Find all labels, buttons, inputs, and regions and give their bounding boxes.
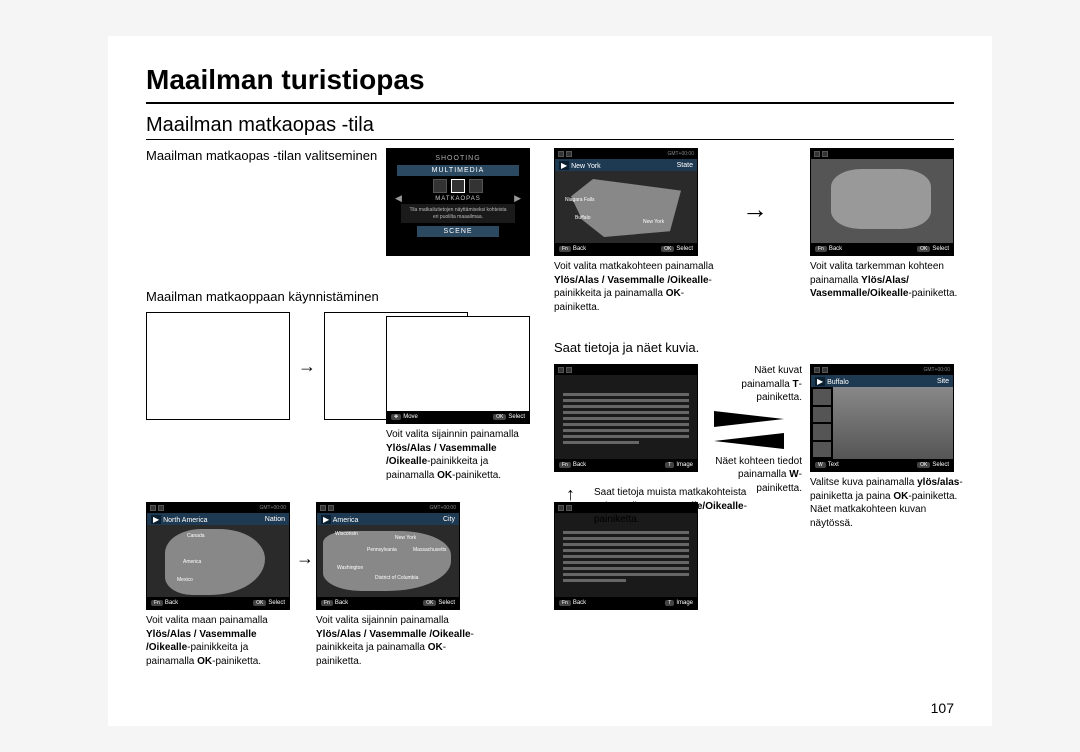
subtitle-rule [146,139,954,140]
arrow-right-icon: → [742,194,768,225]
arrow-right-icon: → [298,356,316,377]
footer-bar: ✥Move OKSelect [387,411,529,423]
text-info-screenshot: FnBackTImage [554,364,698,472]
menu-scene-bar: SCENE [417,226,499,237]
menu-shooting-label: SHOOTING [387,149,529,162]
label-t-key: Näet kuvat painamalla T-painiketta. [714,364,802,405]
caption-other-destinations: Saat tietoja muista matkakohteista paina… [594,486,754,527]
startup-shot-1 [146,312,290,420]
camera-menu-screenshot: SHOOTING MULTIMEDIA ◀ ▶ MATKAOPAS Tila m… [386,148,530,256]
caption-destination: Voit valita matkakohteen painamalla Ylös… [554,260,714,314]
section-info: Saat tietoja ja näet kuvia. [554,340,699,355]
menu-icon-row [387,179,529,193]
startup-shot-3: ✥Move OKSelect [386,316,530,424]
caption-detail: Voit valita tarkemman kohteen painamalla… [810,260,970,301]
arrow-up-icon: ↑ [566,484,575,505]
photo-screenshot: GMT+00:00 ▶ BuffaloSite WTextOKSelect [810,364,954,472]
section-start: Maailman matkaoppaan käynnistäminen [146,289,530,304]
subtitle: Maailman matkaopas -tila [146,114,954,137]
caption-location: Voit valita sijainnin painamalla Ylös/Al… [386,428,534,482]
menu-right-arrow-icon: ▶ [514,193,521,204]
menu-matkaopas-label: MATKAOPAS [387,196,529,202]
north-america-screenshot: GMT+00:00 ▶ North AmericaNation Canada A… [146,502,290,610]
title-rule [146,102,954,104]
page-title: Maailman turistiopas [146,64,954,96]
menu-desc: Tila matkailutietojen näyttämiseksi koht… [401,204,515,223]
arrow-right-icon: → [296,548,314,569]
menu-left-arrow-icon: ◀ [395,193,402,204]
america-screenshot: GMT+00:00 ▶ AmericaCity Wisconsin New Yo… [316,502,460,610]
page-number: 107 [931,700,954,716]
arrow-left-large-icon [714,433,784,449]
caption-country: Voit valita maan painamalla Ylös/Alas / … [146,614,294,668]
arrow-right-large-icon [714,411,784,427]
menu-multimedia-bar: MULTIMEDIA [397,165,519,176]
caption-photo: Valitse kuva painamalla ylös/alas-painik… [810,476,970,530]
newyork-state-screenshot: GMT+00:00 ▶ New YorkState Niagara Falls … [554,148,698,256]
detail-screenshot: FnBackOKSelect [810,148,954,256]
caption-city: Voit valita sijainnin painamalla Ylös/Al… [316,614,484,668]
